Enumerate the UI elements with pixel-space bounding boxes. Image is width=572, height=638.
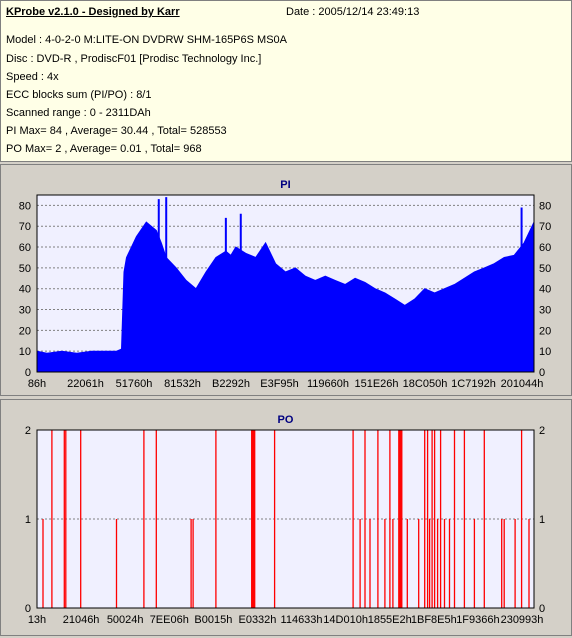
po-chart: PO 0 0 1 1 2 2 13h 21046h 50024h 7EE06h B0015h E0332…: [25, 414, 545, 626]
info-po-stats: PO Max= 2 , Average= 0.01 , Total= 968: [6, 143, 202, 155]
pi-xtick-label: B2292h: [212, 378, 250, 390]
po-xtick-label: 7EE06h: [150, 614, 189, 626]
po-ytick-right: 0: [539, 603, 545, 615]
pi-ytick-right: 0: [539, 367, 545, 379]
pi-ytick-right: 10: [539, 346, 551, 358]
po-xtick-label: 14D010h: [323, 614, 368, 626]
po-xtick-label: 1BF8E5h: [411, 614, 457, 626]
po-ytick-right: 1: [539, 514, 545, 526]
info-range: Scanned range : 0 - 2311DAh: [6, 107, 151, 119]
info-panel: KProbe v2.1.0 - Designed by Karr Date : …: [0, 0, 572, 162]
info-model: Model : 4-0-2-0 M:LITE-ON DVDRW SHM-165P…: [6, 34, 287, 46]
po-ytick-left: 0: [25, 603, 31, 615]
po-plot-border: [36, 429, 535, 609]
info-ecc: ECC blocks sum (PI/PO) : 8/1: [6, 89, 152, 101]
pi-xtick-label: 18C050h: [403, 378, 448, 390]
pi-ytick-right: 20: [539, 325, 551, 337]
pi-ytick-right: 30: [539, 305, 551, 317]
pi-chart: PI 0 0 10 10 20 20 30 30 40 40 50 50 60 60 70 70 80 80 86h 2…: [19, 179, 552, 390]
info-speed: Speed : 4x: [6, 71, 59, 83]
po-xtick-label: 230993h: [501, 614, 544, 626]
pi-ytick-right: 50: [539, 263, 551, 275]
pi-plot-border: [36, 194, 535, 373]
pi-chart-title: PI: [280, 179, 290, 191]
po-chart-title: PO: [278, 414, 294, 426]
pi-xtick-label: 22061h: [67, 378, 104, 390]
pi-xtick-label: 151E26h: [354, 378, 398, 390]
po-ytick-left: 2: [25, 425, 31, 437]
app-title: KProbe v2.1.0 - Designed by Karr: [6, 6, 180, 18]
pi-ytick-left: 70: [19, 221, 31, 233]
pi-ytick-left: 20: [19, 325, 31, 337]
pi-xtick-label: 1C7192h: [451, 378, 496, 390]
pi-ytick-left: 60: [19, 242, 31, 254]
pi-ytick-right: 40: [539, 284, 551, 296]
pi-ytick-left: 30: [19, 305, 31, 317]
pi-xtick-label: E3F95h: [260, 378, 299, 390]
po-xtick-label: B0015h: [194, 614, 232, 626]
pi-series-area: [36, 221, 535, 373]
pi-ytick-right: 70: [539, 221, 551, 233]
pi-ytick-left: 40: [19, 284, 31, 296]
pi-chart-panel: PI 0 0 10 10 20 20 30 30 40 40 50 50 60 60 70 70 80 80 86h 2…: [0, 164, 572, 396]
po-xtick-label: 1855E2h: [368, 614, 412, 626]
po-xtick-label: 1F9366h: [456, 614, 499, 626]
po-xtick-label: 13h: [28, 614, 46, 626]
po-ytick-left: 1: [25, 514, 31, 526]
pi-ytick-left: 50: [19, 263, 31, 275]
pi-xtick-label: 119660h: [307, 378, 349, 390]
po-xtick-label: E0332h: [238, 614, 276, 626]
po-xtick-label: 21046h: [63, 614, 100, 626]
pi-xtick-label: 86h: [28, 378, 46, 390]
po-xtick-label: 50024h: [107, 614, 144, 626]
pi-xtick-label: 81532h: [164, 378, 201, 390]
pi-ytick-left: 80: [19, 200, 31, 212]
info-pi-stats: PI Max= 84 , Average= 30.44 , Total= 528…: [6, 125, 227, 137]
pi-xtick-label: 51760h: [116, 378, 153, 390]
po-xtick-label: 114633h: [281, 614, 323, 626]
pi-xtick-label: 201044h: [501, 378, 544, 390]
pi-ytick-right: 60: [539, 242, 551, 254]
po-chart-panel: PO 0 0 1 1 2 2 13h 21046h 50024h 7EE06h B0015h E0332…: [0, 399, 572, 636]
info-disc: Disc : DVD-R , ProdiscF01 [Prodisc Techn…: [6, 53, 262, 65]
pi-ytick-left: 0: [25, 367, 31, 379]
pi-ytick-left: 10: [19, 346, 31, 358]
po-ytick-right: 2: [539, 425, 545, 437]
pi-ytick-right: 80: [539, 200, 551, 212]
scan-date: Date : 2005/12/14 23:49:13: [286, 6, 420, 18]
